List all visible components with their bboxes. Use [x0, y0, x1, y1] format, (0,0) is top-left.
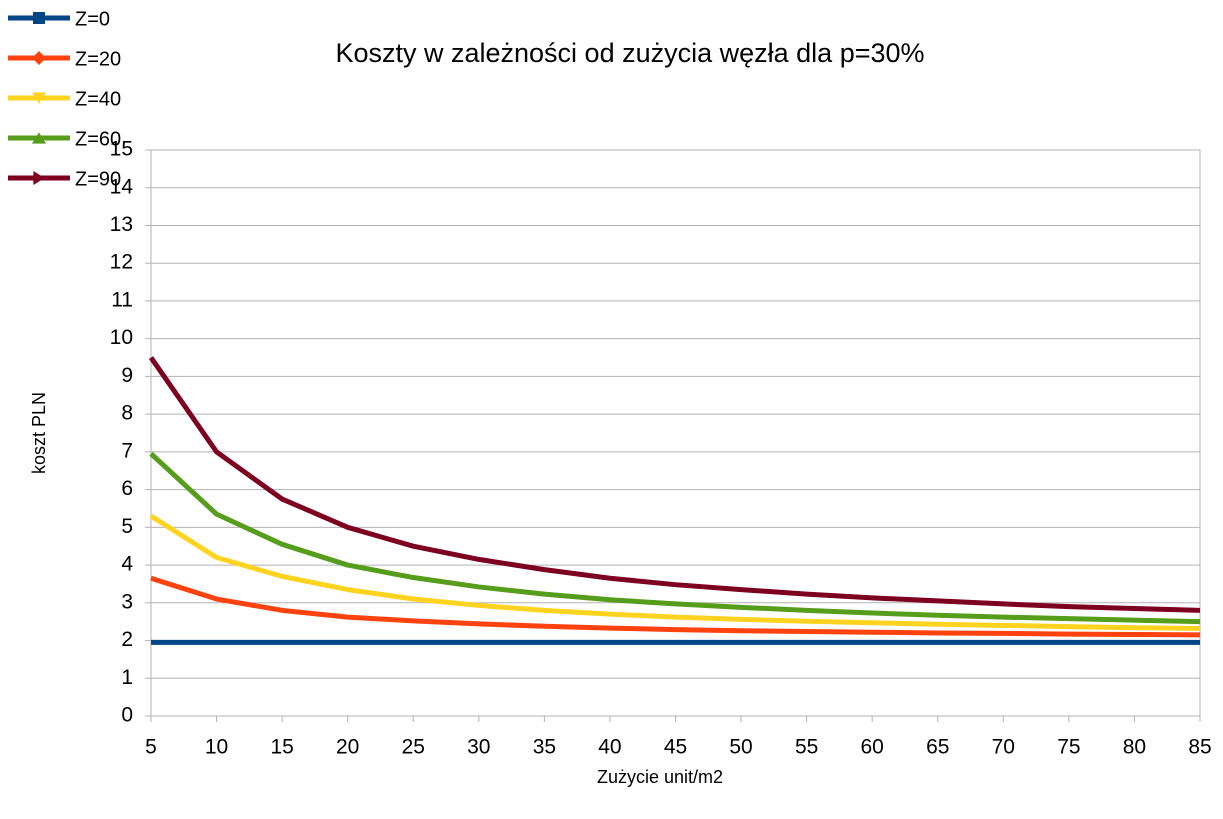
y-tick-label: 6 — [121, 477, 133, 500]
x-tick-label: 80 — [1123, 736, 1146, 759]
x-axis-label: Zużycie unit/m2 — [597, 767, 723, 787]
legend-label: Z=60 — [75, 128, 121, 150]
x-tick-label: 70 — [992, 736, 1015, 759]
legend-label: Z=20 — [75, 48, 121, 70]
x-tick-label: 65 — [926, 736, 949, 759]
x-tick-label: 10 — [205, 736, 228, 759]
y-tick-label: 0 — [121, 704, 133, 727]
x-tick-label: 75 — [1057, 736, 1080, 759]
legend-marker — [32, 132, 46, 144]
legend-marker — [32, 92, 46, 104]
x-tick-label: 25 — [402, 736, 425, 759]
x-tick-label: 45 — [664, 736, 687, 759]
legend-marker — [33, 171, 45, 185]
x-tick-label: 5 — [145, 736, 157, 759]
y-tick-label: 7 — [121, 439, 133, 462]
x-tick-label: 30 — [467, 736, 490, 759]
legend-label: Z=90 — [75, 168, 121, 190]
legend-label: Z=0 — [75, 8, 110, 30]
y-tick-label: 13 — [110, 213, 133, 236]
y-tick-label: 2 — [121, 628, 133, 651]
x-tick-label: 55 — [795, 736, 818, 759]
y-tick-label: 8 — [121, 402, 133, 425]
y-tick-label: 5 — [121, 515, 133, 538]
chart-title: Koszty w zależności od zużycia węzła dla… — [335, 38, 924, 68]
x-tick-label: 50 — [729, 736, 752, 759]
legend-marker — [33, 12, 45, 24]
series-line — [149, 513, 1201, 631]
series-line — [150, 575, 1201, 638]
y-tick-label: 4 — [121, 553, 133, 576]
y-tick-label: 11 — [111, 288, 133, 311]
x-tick-label: 20 — [336, 736, 359, 759]
y-tick-label: 1 — [121, 666, 133, 689]
y-axis-label: koszt PLN — [29, 392, 49, 474]
y-tick-label: 3 — [121, 590, 133, 613]
x-tick-label: 15 — [270, 736, 293, 759]
x-tick-label: 60 — [861, 736, 884, 759]
legend-label: Z=40 — [75, 88, 121, 110]
x-tick-label: 40 — [598, 736, 621, 759]
y-tick-label: 15 — [110, 138, 133, 161]
y-tick-label: 14 — [110, 175, 134, 198]
y-tick-label: 9 — [121, 364, 133, 387]
legend-marker — [32, 51, 46, 65]
series-line — [149, 451, 1201, 625]
y-tick-label: 10 — [110, 326, 133, 349]
x-tick-label: 85 — [1188, 736, 1211, 759]
y-tick-label: 12 — [110, 251, 133, 274]
x-tick-label: 35 — [533, 736, 556, 759]
series-line — [148, 356, 1201, 613]
